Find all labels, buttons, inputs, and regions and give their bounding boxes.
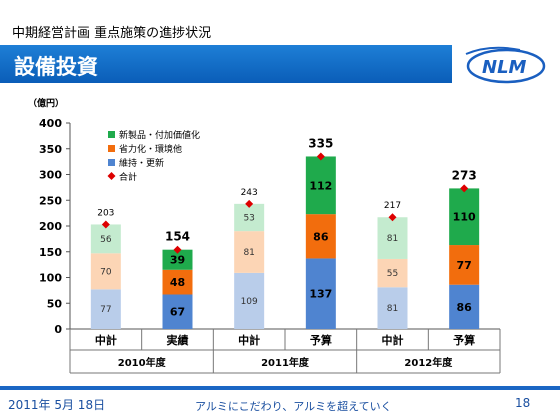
segment-value-label: 81 bbox=[387, 234, 398, 244]
legend-label: 新製品・付加価値化 bbox=[119, 129, 200, 141]
segment-value-label: 39 bbox=[170, 254, 185, 267]
legend-swatch bbox=[108, 131, 115, 138]
bar-segment bbox=[377, 217, 408, 259]
bar-segment bbox=[377, 287, 408, 329]
total-marker bbox=[173, 245, 182, 254]
category-label: 中計 bbox=[238, 333, 260, 347]
bar-segment bbox=[162, 249, 193, 270]
total-value-label: 203 bbox=[97, 208, 114, 218]
page-title: 設備投資 bbox=[14, 55, 98, 79]
total-marker bbox=[245, 199, 254, 208]
footer-slogan: アルミにこだわり、アルミを超えていく bbox=[195, 400, 392, 413]
page-subtitle: 中期経営計画 重点施策の進捗状況 bbox=[12, 26, 212, 41]
group-label: 2011年度 bbox=[261, 356, 310, 369]
y-tick-label: 50 bbox=[47, 297, 63, 310]
segment-value-label: 86 bbox=[313, 230, 329, 243]
segment-value-label: 53 bbox=[243, 214, 254, 224]
segment-value-label: 56 bbox=[100, 235, 112, 245]
bar-segment bbox=[90, 289, 121, 329]
category-label: 中計 bbox=[95, 333, 117, 347]
bar-segment bbox=[305, 156, 336, 215]
category-label: 予算 bbox=[453, 333, 475, 347]
segment-value-label: 109 bbox=[241, 297, 258, 307]
footer-date: 2011年 5月 18日 bbox=[8, 398, 106, 412]
bar-segment bbox=[90, 224, 121, 254]
footer-divider bbox=[0, 386, 560, 390]
category-label: 実績 bbox=[167, 333, 189, 347]
company-logo: NLM bbox=[465, 46, 546, 84]
group-label: 2010年度 bbox=[118, 356, 167, 369]
segment-value-label: 70 bbox=[100, 267, 112, 277]
bar-segment bbox=[305, 214, 336, 259]
category-label: 予算 bbox=[310, 333, 332, 347]
segment-value-label: 112 bbox=[309, 179, 332, 192]
category-label: 中計 bbox=[382, 333, 404, 347]
page-number: 18 bbox=[515, 396, 531, 410]
bar-segment bbox=[90, 253, 121, 290]
total-value-label: 154 bbox=[165, 230, 190, 244]
total-marker bbox=[316, 152, 325, 161]
y-tick-label: 400 bbox=[39, 117, 62, 130]
y-tick-label: 200 bbox=[39, 220, 62, 233]
bar-segment bbox=[377, 258, 408, 288]
bar-segment bbox=[449, 284, 480, 329]
total-value-label: 335 bbox=[308, 136, 333, 150]
y-tick-label: 250 bbox=[39, 194, 62, 207]
title-bar: 設備投資 bbox=[0, 45, 452, 83]
total-marker bbox=[101, 220, 110, 229]
legend-swatch bbox=[108, 159, 115, 166]
logo-text: NLM bbox=[482, 57, 527, 78]
legend-label: 省力化・環境他 bbox=[119, 143, 182, 155]
segment-value-label: 77 bbox=[100, 305, 111, 315]
bar-segment bbox=[234, 272, 265, 329]
segment-value-label: 110 bbox=[453, 211, 476, 224]
segment-value-label: 86 bbox=[457, 301, 473, 314]
total-value-label: 243 bbox=[241, 188, 258, 198]
segment-value-label: 48 bbox=[170, 276, 185, 289]
segment-value-label: 137 bbox=[309, 288, 332, 301]
y-unit-label: （億円） bbox=[28, 97, 64, 109]
y-tick-label: 100 bbox=[39, 272, 62, 285]
y-tick-label: 0 bbox=[54, 323, 62, 336]
segment-value-label: 55 bbox=[387, 269, 398, 279]
legend-swatch bbox=[108, 145, 115, 152]
bar-segment bbox=[162, 269, 193, 295]
total-value-label: 217 bbox=[384, 201, 401, 211]
legend-label: 維持・更新 bbox=[119, 157, 164, 169]
capex-chart: 0 50 100 150 200 250 300 350 400 （億円） 77 70 56 203 中計 6… bbox=[28, 97, 501, 374]
bar-segment bbox=[449, 188, 480, 246]
y-tick-label: 350 bbox=[39, 143, 62, 156]
total-marker bbox=[460, 184, 469, 193]
bar-segment bbox=[234, 203, 265, 232]
segment-value-label: 67 bbox=[170, 306, 185, 319]
y-tick-label: 150 bbox=[39, 246, 62, 259]
legend-label: 合計 bbox=[119, 171, 137, 183]
group-label: 2012年度 bbox=[404, 356, 453, 369]
bar-segment bbox=[305, 258, 336, 329]
legend-total-marker bbox=[107, 172, 116, 180]
segment-value-label: 77 bbox=[457, 259, 472, 272]
bar-segment bbox=[162, 294, 193, 329]
segment-value-label: 81 bbox=[243, 248, 254, 258]
bar-segment bbox=[449, 245, 480, 285]
segment-value-label: 81 bbox=[387, 304, 398, 314]
total-marker bbox=[388, 213, 397, 222]
total-value-label: 273 bbox=[452, 168, 477, 182]
bar-segment bbox=[234, 231, 265, 273]
y-tick-label: 300 bbox=[39, 169, 62, 182]
